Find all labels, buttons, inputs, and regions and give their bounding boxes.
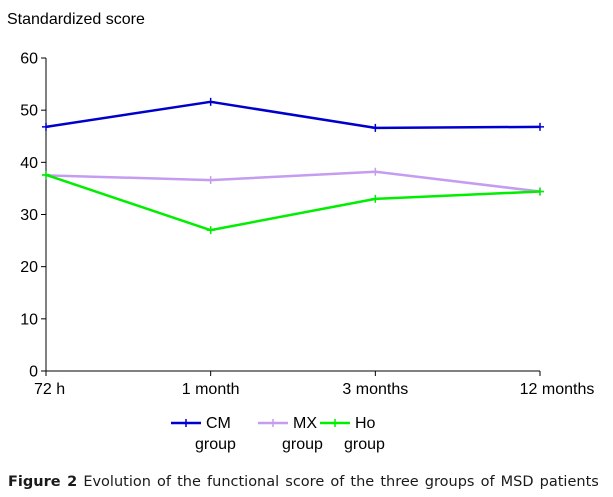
series-line [45, 170, 541, 193]
legend-item-cm: CM group [171, 415, 236, 453]
y-tick-label: 30 [20, 207, 38, 224]
y-tick-label: 50 [20, 103, 38, 120]
series-line [45, 100, 541, 130]
y-tick-label: 20 [20, 259, 38, 276]
x-tick-label: 12 months [520, 381, 595, 398]
legend-label-line2: group [344, 436, 385, 453]
x-tick-label: 3 months [342, 381, 408, 398]
caption-label: Figure 2 [8, 474, 78, 490]
y-tick-label: 10 [20, 311, 38, 328]
x-tick-label: 1 month [182, 381, 240, 398]
legend-item-ho: Ho group [320, 415, 385, 453]
caption-text: Evolution of the functional score of the… [83, 474, 599, 490]
y-tick-label: 40 [20, 155, 38, 172]
legend-label-line2: group [195, 436, 236, 453]
series-cm [42, 97, 544, 132]
legend-label: CM [206, 415, 231, 432]
series-ho [42, 170, 544, 235]
y-tick-label: 60 [20, 51, 38, 68]
legend: CM group MX group Ho group [171, 415, 385, 453]
legend-item-mx: MX group [258, 415, 323, 453]
legend-label: MX [293, 415, 317, 432]
legend-label: Ho [355, 415, 376, 432]
series-layer [42, 97, 544, 235]
y-axis-label: Standardized score [7, 11, 145, 28]
series-line [45, 173, 541, 232]
chart: Standardized score 0 10 20 30 40 50 60 72 h 1 mo… [7, 11, 594, 453]
series-mx [42, 167, 544, 196]
figure-caption: Figure 2 Evolution of the functional sco… [8, 474, 608, 490]
x-tick-label: 72 h [34, 381, 65, 398]
y-tick-label: 0 [29, 364, 38, 381]
axes: 0 10 20 30 40 50 60 72 h 1 month 3 months 12 month… [20, 51, 594, 399]
legend-label-line2: group [282, 436, 323, 453]
